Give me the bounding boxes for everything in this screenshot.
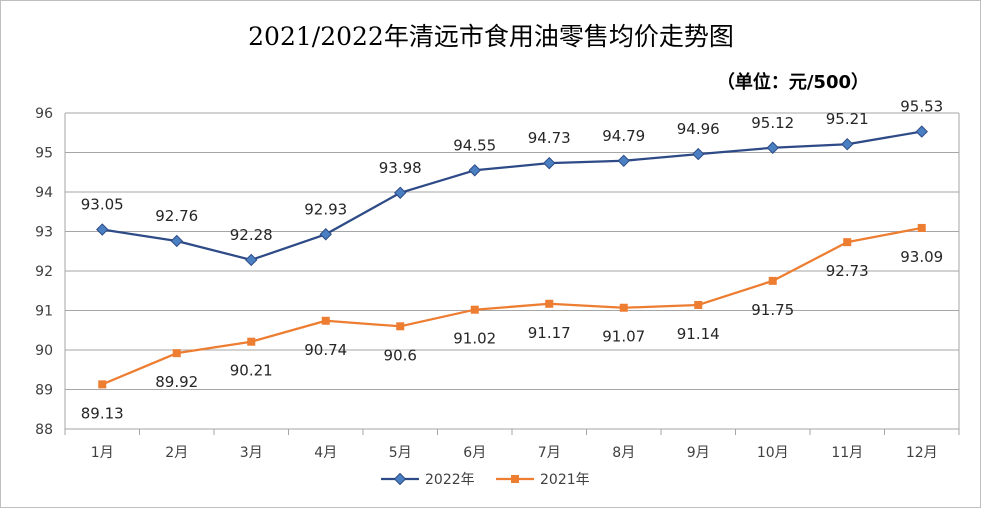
- data-point: [841, 137, 854, 151]
- x-tick-label: 6月: [463, 445, 486, 461]
- data-label: 91.02: [453, 330, 496, 348]
- y-axis: 88 89 90 91 92 93 94 95 96: [35, 106, 53, 438]
- series-layer: [96, 125, 928, 389]
- data-point: [768, 276, 777, 285]
- data-label: 92.73: [826, 262, 869, 280]
- x-tick-label: 4月: [314, 445, 337, 461]
- data-point: [619, 303, 628, 312]
- data-label: 91.07: [602, 328, 645, 346]
- y-tick-label: 93: [35, 225, 53, 241]
- x-tick-label: 1月: [91, 445, 114, 461]
- data-point: [545, 299, 554, 308]
- x-tick-label: 12月: [906, 445, 938, 461]
- data-point: [692, 147, 705, 161]
- gridlines: [64, 112, 960, 430]
- y-tick-label: 88: [35, 422, 53, 438]
- y-tick-label: 95: [35, 146, 53, 162]
- data-label: 90.74: [304, 341, 347, 359]
- legend-label: 2021年: [540, 472, 590, 488]
- data-label: 95.21: [826, 110, 869, 128]
- x-tick-label: 10月: [757, 445, 789, 461]
- data-point: [172, 349, 181, 358]
- data-point: [396, 322, 405, 331]
- y-tick-label: 89: [35, 383, 53, 399]
- data-point: [915, 125, 928, 138]
- y-tick-label: 94: [35, 185, 53, 201]
- chart-title: 2021/2022年清远市食用油零售均价走势图: [248, 22, 734, 51]
- data-point: [98, 380, 107, 389]
- y-tick-label: 92: [35, 264, 53, 280]
- data-label: 93.09: [900, 248, 943, 266]
- data-label: 95.12: [751, 114, 794, 132]
- data-point: [319, 228, 332, 241]
- data-label: 94.55: [453, 136, 496, 154]
- x-axis: 1月 2月 3月 4月 5月 6月 7月 8月 9月 10月 11月 12月: [64, 429, 960, 461]
- data-label: 92.76: [155, 207, 198, 225]
- data-label: 94.73: [528, 129, 571, 147]
- data-point: [245, 253, 258, 267]
- legend-label: 2022年: [425, 472, 475, 488]
- data-point: [247, 337, 256, 346]
- data-label: 90.21: [230, 362, 273, 380]
- data-point: [766, 141, 779, 154]
- data-label: 89.92: [155, 373, 198, 391]
- x-tick-label: 8月: [612, 445, 635, 461]
- x-tick-label: 3月: [240, 445, 263, 461]
- data-point: [96, 223, 109, 236]
- legend-marker: [393, 472, 407, 486]
- data-point: [468, 164, 481, 177]
- data-point: [917, 223, 926, 232]
- x-tick-label: 7月: [538, 445, 561, 461]
- data-point: [843, 238, 852, 247]
- data-point: [617, 154, 630, 168]
- data-label: 91.17: [528, 324, 571, 342]
- y-tick-label: 90: [35, 343, 53, 359]
- data-labels: 93.05 92.76 92.28 92.93 93.98 94.55 94.73 94.79…: [81, 98, 943, 423]
- y-tick-label: 96: [35, 106, 53, 122]
- data-label: 94.79: [602, 127, 645, 145]
- data-label: 90.6: [384, 346, 417, 364]
- data-label: 94.96: [677, 120, 720, 138]
- x-tick-label: 11月: [831, 445, 863, 461]
- data-point: [543, 156, 556, 170]
- legend-marker: [511, 475, 519, 483]
- y-tick-label: 91: [35, 304, 53, 320]
- data-point: [170, 234, 183, 248]
- data-label: 91.75: [751, 301, 794, 319]
- series-line-2021年: [101, 226, 922, 386]
- data-label: 91.14: [677, 325, 720, 343]
- series-line-2022年: [102, 130, 922, 262]
- data-label: 93.98: [379, 159, 422, 177]
- x-tick-label: 5月: [389, 445, 412, 461]
- x-tick-label: 2月: [165, 445, 188, 461]
- data-label: 92.93: [304, 200, 347, 218]
- data-point: [321, 316, 330, 325]
- data-label: 95.53: [900, 98, 943, 116]
- legend: 2022年 2021年: [381, 472, 590, 488]
- data-label: 89.13: [81, 404, 124, 422]
- data-point: [694, 300, 703, 309]
- data-point: [470, 305, 479, 314]
- data-label: 92.28: [230, 226, 273, 244]
- x-tick-label: 9月: [687, 445, 710, 461]
- unit-note: （单位：元/500）: [717, 71, 869, 93]
- data-point: [394, 186, 407, 199]
- data-label: 93.05: [81, 196, 124, 214]
